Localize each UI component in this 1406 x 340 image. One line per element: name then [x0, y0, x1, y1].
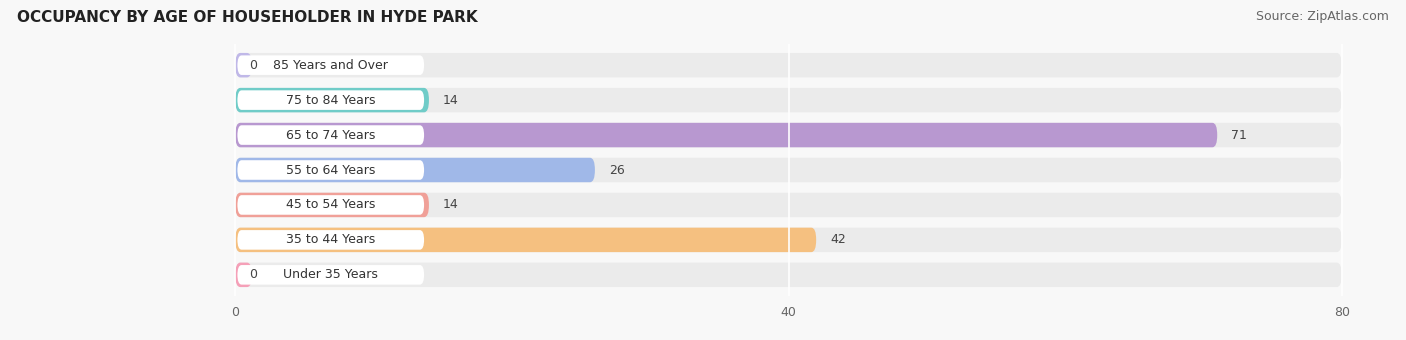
- Text: 26: 26: [609, 164, 624, 176]
- FancyBboxPatch shape: [235, 193, 1341, 217]
- FancyBboxPatch shape: [235, 262, 1341, 287]
- Text: Under 35 Years: Under 35 Years: [284, 268, 378, 281]
- FancyBboxPatch shape: [238, 160, 425, 180]
- Text: 65 to 74 Years: 65 to 74 Years: [285, 129, 375, 141]
- FancyBboxPatch shape: [235, 158, 595, 182]
- Text: OCCUPANCY BY AGE OF HOUSEHOLDER IN HYDE PARK: OCCUPANCY BY AGE OF HOUSEHOLDER IN HYDE …: [17, 10, 478, 25]
- Text: 75 to 84 Years: 75 to 84 Years: [285, 94, 375, 107]
- Text: 0: 0: [249, 268, 257, 281]
- Text: 14: 14: [443, 94, 458, 107]
- FancyBboxPatch shape: [235, 123, 1218, 147]
- FancyBboxPatch shape: [238, 55, 425, 75]
- FancyBboxPatch shape: [238, 90, 425, 110]
- FancyBboxPatch shape: [238, 195, 425, 215]
- FancyBboxPatch shape: [238, 230, 425, 250]
- FancyBboxPatch shape: [235, 228, 815, 252]
- Text: 35 to 44 Years: 35 to 44 Years: [287, 233, 375, 246]
- FancyBboxPatch shape: [238, 265, 425, 285]
- FancyBboxPatch shape: [235, 262, 252, 287]
- Text: 42: 42: [830, 233, 846, 246]
- FancyBboxPatch shape: [235, 88, 429, 112]
- Text: 0: 0: [249, 59, 257, 72]
- FancyBboxPatch shape: [238, 125, 425, 145]
- Text: 14: 14: [443, 199, 458, 211]
- FancyBboxPatch shape: [235, 123, 1341, 147]
- FancyBboxPatch shape: [235, 53, 252, 78]
- FancyBboxPatch shape: [235, 228, 1341, 252]
- FancyBboxPatch shape: [235, 88, 1341, 112]
- Text: 85 Years and Over: 85 Years and Over: [273, 59, 388, 72]
- Text: 71: 71: [1232, 129, 1247, 141]
- Text: 45 to 54 Years: 45 to 54 Years: [285, 199, 375, 211]
- Text: 55 to 64 Years: 55 to 64 Years: [285, 164, 375, 176]
- FancyBboxPatch shape: [235, 158, 1341, 182]
- FancyBboxPatch shape: [235, 193, 429, 217]
- FancyBboxPatch shape: [235, 53, 1341, 78]
- Text: Source: ZipAtlas.com: Source: ZipAtlas.com: [1256, 10, 1389, 23]
